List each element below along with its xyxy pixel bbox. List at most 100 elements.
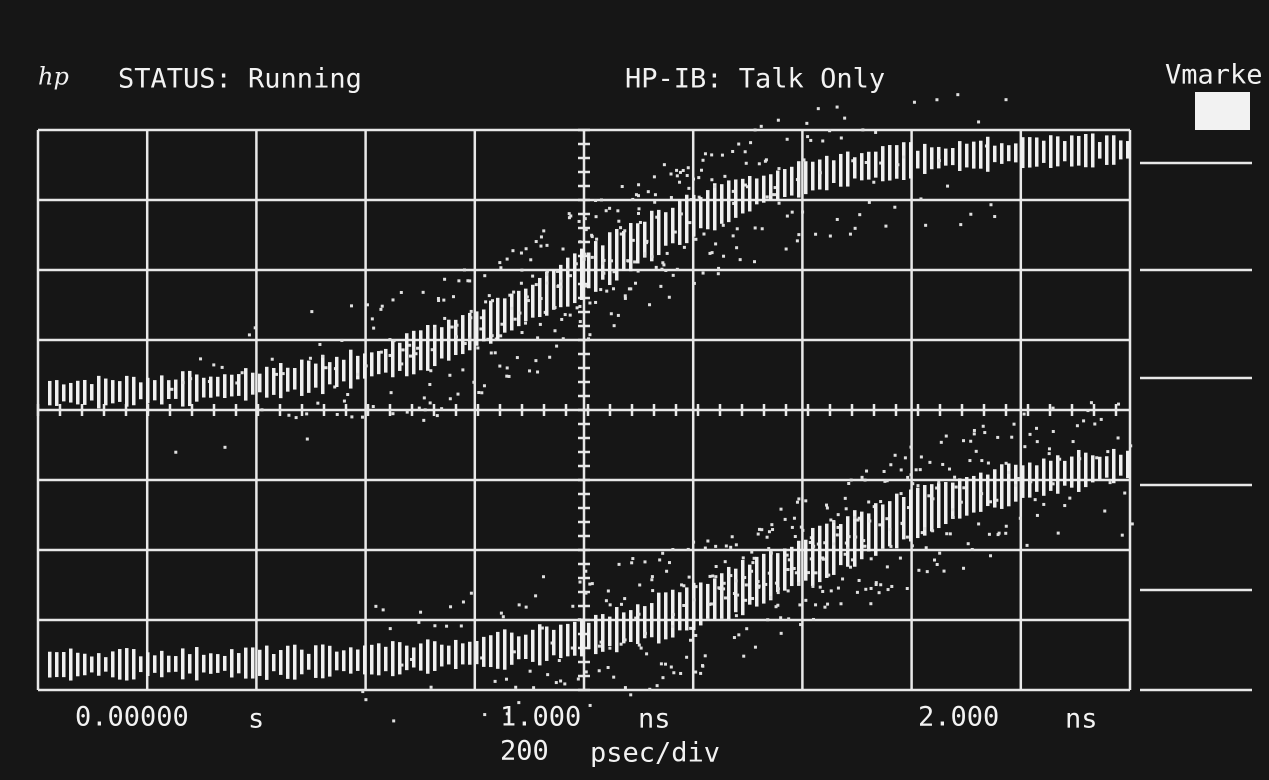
trace-dot <box>665 570 668 573</box>
trace-bar <box>832 520 836 575</box>
trace-bar <box>860 153 864 180</box>
trace-bar <box>97 653 101 676</box>
trace-dot <box>1052 482 1055 485</box>
trace-bar <box>272 654 276 671</box>
trace-dot <box>796 239 799 242</box>
trace-bar <box>818 526 822 582</box>
trace-bar <box>209 377 213 398</box>
trace-dot <box>949 532 952 535</box>
trace-dot <box>648 303 651 306</box>
trace-dot <box>925 546 928 549</box>
trace-bar <box>1021 137 1025 168</box>
trace-dot <box>571 605 574 608</box>
trace-dot <box>868 519 871 522</box>
trace-dot <box>844 497 847 500</box>
trace-dot <box>554 306 557 309</box>
trace-dot <box>761 227 764 230</box>
trace-dot <box>919 197 922 200</box>
trace-dot <box>1106 450 1109 453</box>
trace-dot <box>260 408 263 411</box>
trace-dot <box>887 588 890 591</box>
trace-bar <box>552 270 556 310</box>
trace-bar <box>251 373 255 395</box>
trace-dot <box>751 597 754 600</box>
trace-dot <box>500 612 503 615</box>
trace-dot <box>953 476 956 479</box>
trace-bar <box>167 380 171 399</box>
trace-dot <box>685 656 688 659</box>
trace-dot <box>1004 532 1007 535</box>
trace-dot <box>750 551 753 554</box>
trace-dot <box>714 545 717 548</box>
trace-dot <box>443 317 446 320</box>
trace-bar <box>48 652 52 678</box>
trace-dot <box>585 228 588 231</box>
trace-dot <box>920 455 923 458</box>
trace-bar <box>825 156 829 190</box>
trace-dot <box>433 327 436 330</box>
trace-bar <box>286 368 290 392</box>
trace-dot <box>770 193 773 196</box>
trace-bar <box>503 298 507 332</box>
trace-dot <box>634 282 637 285</box>
trace-dot <box>546 673 549 676</box>
trace-dot <box>390 391 393 394</box>
trace-bar <box>482 637 486 667</box>
trace-bar <box>636 223 640 263</box>
trace-dot <box>980 492 983 495</box>
trace-bar <box>657 593 661 644</box>
trace-bar <box>237 374 241 396</box>
trace-dot <box>400 664 403 667</box>
trace-dot <box>422 419 425 422</box>
trace-dot <box>661 261 664 264</box>
trace-dot <box>651 589 654 592</box>
trace-dot <box>674 231 677 234</box>
trace-dot <box>248 333 251 336</box>
trace-dot <box>457 279 460 282</box>
trace-dot <box>739 258 742 261</box>
trace-bar <box>965 144 969 168</box>
trace-dot <box>433 624 436 627</box>
trace-bar <box>412 647 416 667</box>
trace-dot <box>745 627 748 630</box>
trace-dot <box>588 302 591 305</box>
trace-dot <box>639 221 642 224</box>
trace-dot <box>534 594 537 597</box>
trace-bar <box>307 361 311 393</box>
trace-dot <box>682 169 685 172</box>
trace-dot <box>437 299 440 302</box>
trace-bar <box>1105 135 1109 165</box>
trace-bar <box>608 232 612 285</box>
trace-dot <box>858 579 861 582</box>
trace-dot <box>777 167 780 170</box>
trace-dot <box>666 252 669 255</box>
trace-bar <box>1007 145 1011 161</box>
trace-bar <box>615 229 619 281</box>
trace-bar <box>902 142 906 180</box>
trace-dot <box>854 227 857 230</box>
trace-bar <box>678 592 682 630</box>
trace-dot <box>672 671 675 674</box>
trace-bar <box>979 141 983 169</box>
trace-dot <box>889 545 892 548</box>
trace-bar <box>349 647 353 673</box>
trace-dot <box>513 650 516 653</box>
trace-bar <box>762 176 766 203</box>
trace-dot <box>602 262 605 265</box>
trace-bar <box>90 656 94 672</box>
trace-dot <box>584 570 587 573</box>
trace-dot <box>400 362 403 365</box>
trace-dot <box>927 494 930 497</box>
trace-dot <box>418 407 421 410</box>
trace-bar <box>692 195 696 237</box>
trace-dot <box>417 621 420 624</box>
trace-dot <box>644 632 647 635</box>
trace-dot <box>821 590 824 593</box>
trace-dot <box>505 678 508 681</box>
trace-dot <box>569 274 572 277</box>
trace-bar <box>1077 450 1081 492</box>
trace-bar <box>580 618 584 656</box>
trace-dot <box>757 533 760 536</box>
trace-dot <box>506 366 509 369</box>
trace-dot <box>647 190 650 193</box>
